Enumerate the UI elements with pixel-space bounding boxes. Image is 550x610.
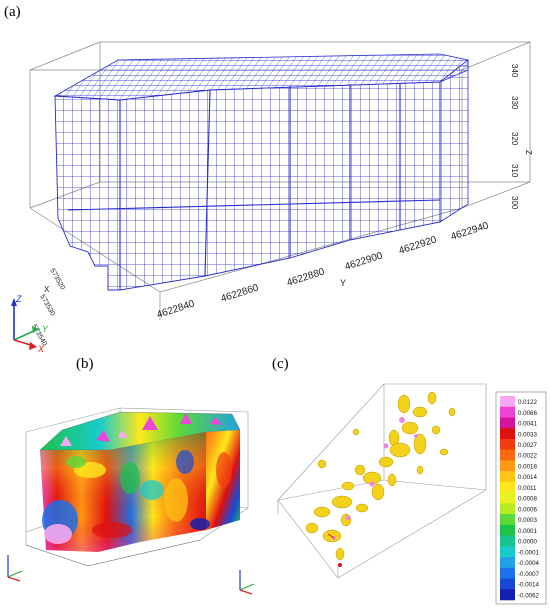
colorbar-label: 0.0066 (518, 410, 537, 417)
x-tick: 573530 (38, 294, 56, 318)
z-tick: 320 (510, 132, 519, 146)
colorbar-label: -0.0014 (518, 582, 540, 589)
y-tick: 4622860 (220, 282, 261, 305)
colorbar-swatch (500, 481, 515, 493)
resistivity-anomalies (42, 450, 232, 544)
colorbar-swatch (500, 514, 515, 526)
colorbar-label: 0.0027 (518, 442, 537, 449)
y-tick: 4622920 (398, 234, 439, 257)
colorbar-swatch (500, 578, 515, 590)
colorbar-label: 0.0041 (518, 421, 537, 428)
panel-c-bounding-box (277, 383, 487, 579)
colorbar-label: -0.0007 (518, 571, 540, 578)
top-anomaly-peaks (60, 413, 222, 446)
mesh-right-face (439, 59, 469, 223)
colorbar-label: 0.0011 (518, 485, 537, 492)
z-tick: 300 (510, 196, 519, 210)
y-tick: 4622880 (286, 266, 327, 289)
colorbar: 0.0122 0.0066 0.0041 0.0033 0.0027 0.0022 0.00… (495, 391, 547, 605)
mesh-front-face (54, 81, 441, 291)
panel-b-axis-ticks (25, 539, 201, 567)
colorbar-label: 0.0006 (518, 506, 537, 513)
colorbar-swatch (500, 492, 515, 504)
colorbar-swatch (500, 557, 515, 569)
colorbar-label: -0.0004 (518, 560, 540, 567)
axis-triad-b (7, 555, 23, 582)
z-tick: 310 (510, 164, 519, 178)
colorbar-label: 0.0014 (518, 474, 537, 481)
colorbar-label: 0.0033 (518, 431, 537, 438)
colorbar-label: 0.0008 (518, 496, 537, 503)
y-tick: 4622900 (344, 250, 385, 273)
z-tick: 330 (510, 96, 519, 110)
colorbar-swatch (500, 396, 515, 408)
colorbar-swatch (500, 449, 515, 461)
triad-y-label: Y (42, 324, 49, 334)
y-axis-title: Y (340, 278, 346, 288)
z-axis-ticks: 300 310 320 330 340 (510, 64, 519, 210)
x-axis-ticks: 573540 573530 573520 (30, 268, 66, 348)
panel-b-label: (b) (76, 356, 94, 372)
colorbar-label: 0.0018 (518, 463, 537, 470)
colorbar-swatch (500, 535, 515, 547)
z-tick: 340 (510, 64, 519, 78)
colorbar-swatch (500, 503, 515, 515)
colorbar-swatch (500, 471, 515, 483)
panel-a-plot: 4622840 4622860 4622880 4622900 4622920 … (29, 41, 533, 348)
panel-c-label: (c) (272, 356, 289, 372)
y-tick: 4622940 (450, 220, 491, 243)
colorbar-label: 0.0003 (518, 517, 537, 524)
x-tick: 573520 (48, 268, 66, 292)
colorbar-swatch (500, 460, 515, 472)
z-axis-title: Z (524, 150, 533, 155)
panel-c-plot (277, 383, 487, 579)
colorbar-swatch (500, 406, 515, 418)
isosurface-anomalies (305, 391, 456, 561)
x-axis-title: X (44, 285, 50, 294)
y-tick: 4622840 (156, 298, 197, 321)
colorbar-label: -0.0062 (518, 592, 540, 599)
panel-b-plot (25, 407, 249, 567)
panel-a-label: (a) (4, 4, 21, 20)
axis-triad-c (239, 570, 255, 595)
colorbar-label: 0.0001 (518, 528, 537, 535)
colorbar-label: 0.0122 (518, 399, 537, 406)
colorbar-swatch (500, 417, 515, 429)
colorbar-swatch (500, 589, 515, 601)
colorbar-label: 0.0000 (518, 539, 537, 546)
colorbar-swatch (500, 524, 515, 536)
colorbar-label: 0.0022 (518, 453, 537, 460)
colorbar-swatch (500, 567, 515, 579)
colorbar-label: -0.0001 (518, 549, 540, 556)
triad-z-label: Z (15, 294, 22, 304)
axis-triad-a: Z Y X (11, 294, 49, 354)
triad-x-label: X (37, 344, 45, 354)
colorbar-swatch (500, 438, 515, 450)
colorbar-swatch (500, 428, 515, 440)
colorbar-swatch (500, 546, 515, 558)
